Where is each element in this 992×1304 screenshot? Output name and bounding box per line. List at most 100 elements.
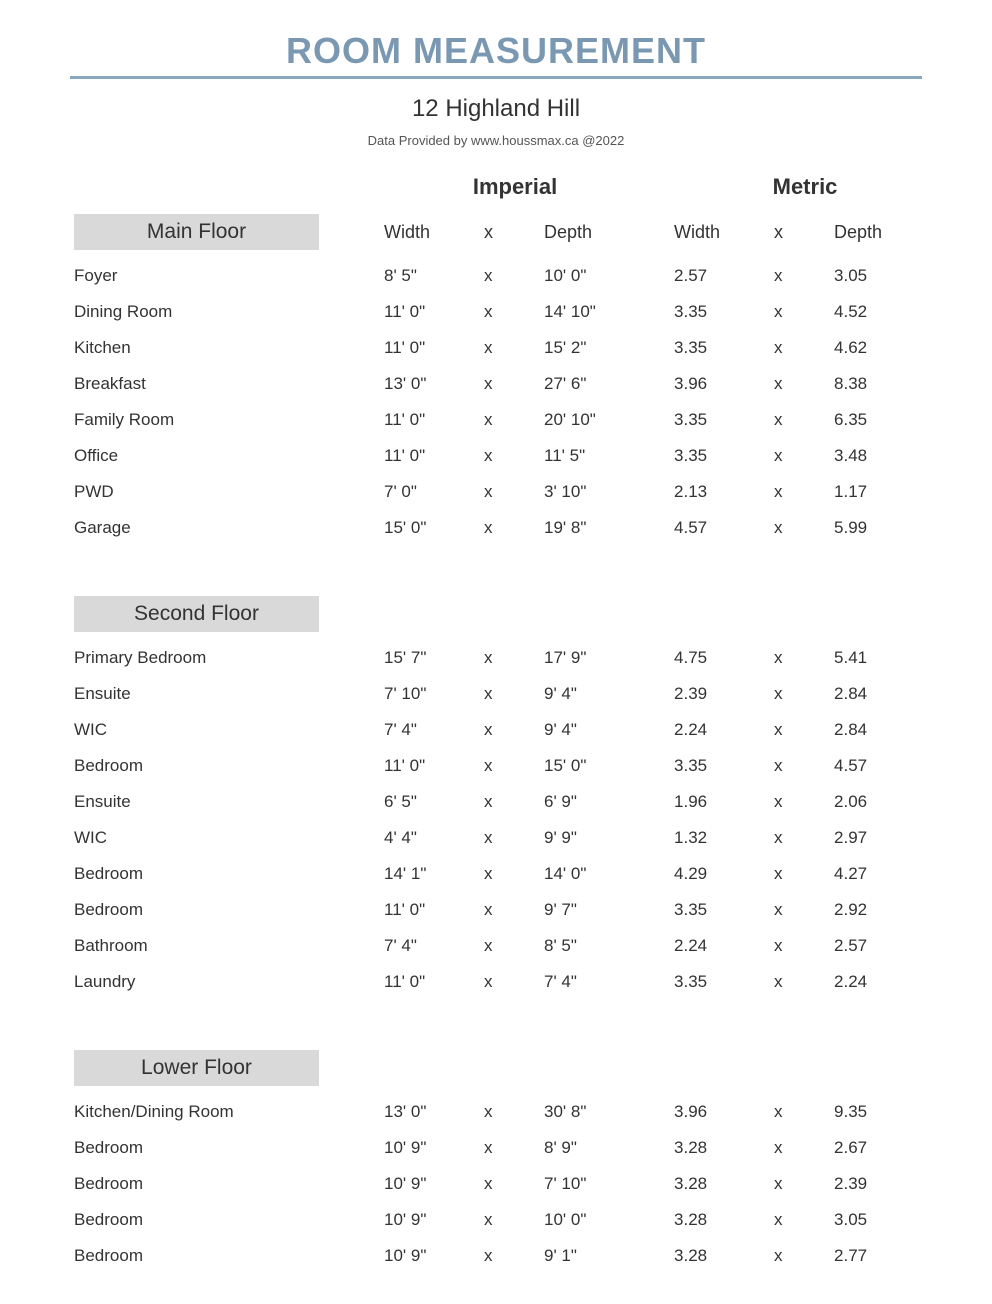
metric-depth: 2.24	[830, 964, 940, 1000]
metric-width: 3.96	[670, 1094, 770, 1130]
metric-depth: 5.41	[830, 640, 940, 676]
imperial-width: 11' 0"	[380, 748, 480, 784]
page-title: ROOM MEASUREMENT	[70, 30, 922, 72]
imperial-depth: 30' 8"	[540, 1094, 650, 1130]
imperial-depth: 7' 10"	[540, 1166, 650, 1202]
imperial-depth: 11' 5"	[540, 438, 650, 474]
metric-depth: 2.39	[830, 1166, 940, 1202]
x-separator: x	[770, 366, 830, 402]
x-separator: x	[480, 474, 540, 510]
imperial-depth: 8' 9"	[540, 1130, 650, 1166]
table-row: Bedroom11' 0"x9' 7"3.35x2.92	[70, 892, 940, 928]
metric-depth: 3.48	[830, 438, 940, 474]
table-row: Laundry11' 0"x7' 4"3.35x2.24	[70, 964, 940, 1000]
room-name: Ensuite	[70, 784, 380, 820]
table-row: Garage15' 0"x19' 8"4.57x5.99	[70, 510, 940, 546]
metric-width: 3.28	[670, 1238, 770, 1274]
table-row: Bedroom14' 1"x14' 0"4.29x4.27	[70, 856, 940, 892]
imperial-depth: 17' 9"	[540, 640, 650, 676]
table-row: Ensuite6' 5"x6' 9"1.96x2.06	[70, 784, 940, 820]
floor-header: Second Floor	[74, 596, 319, 632]
x-separator: x	[770, 1166, 830, 1202]
metric-width: 3.96	[670, 366, 770, 402]
metric-depth: 5.99	[830, 510, 940, 546]
room-name: Kitchen/Dining Room	[70, 1094, 380, 1130]
table-row: Bedroom10' 9"x9' 1"3.28x2.77	[70, 1238, 940, 1274]
imperial-width: 11' 0"	[380, 438, 480, 474]
x-separator: x	[480, 892, 540, 928]
x-separator: x	[480, 258, 540, 294]
metric-header: Metric	[670, 166, 940, 206]
x-separator: x	[480, 330, 540, 366]
x-separator: x	[770, 712, 830, 748]
room-name: Primary Bedroom	[70, 640, 380, 676]
x-separator: x	[770, 928, 830, 964]
table-row: Bedroom11' 0"x15' 0"3.35x4.57	[70, 748, 940, 784]
x-separator: x	[770, 820, 830, 856]
imperial-depth: 7' 4"	[540, 964, 650, 1000]
provider: Data Provided by www.houssmax.ca @2022	[70, 133, 922, 148]
col-depth-metric: Depth	[830, 206, 940, 258]
metric-width: 4.57	[670, 510, 770, 546]
x-separator: x	[770, 258, 830, 294]
metric-width: 3.35	[670, 964, 770, 1000]
room-name: Breakfast	[70, 366, 380, 402]
metric-depth: 2.92	[830, 892, 940, 928]
imperial-depth: 15' 0"	[540, 748, 650, 784]
table-row: Office11' 0"x11' 5"3.35x3.48	[70, 438, 940, 474]
room-name: Bedroom	[70, 1238, 380, 1274]
metric-depth: 2.84	[830, 712, 940, 748]
x-separator: x	[770, 676, 830, 712]
room-name: Kitchen	[70, 330, 380, 366]
address: 12 Highland Hill	[70, 95, 922, 123]
imperial-width: 15' 0"	[380, 510, 480, 546]
table-row: Kitchen11' 0"x15' 2"3.35x4.62	[70, 330, 940, 366]
metric-width: 2.24	[670, 928, 770, 964]
x-separator: x	[480, 1094, 540, 1130]
x-separator: x	[770, 856, 830, 892]
imperial-width: 11' 0"	[380, 964, 480, 1000]
imperial-depth: 8' 5"	[540, 928, 650, 964]
imperial-width: 4' 4"	[380, 820, 480, 856]
x-separator: x	[480, 640, 540, 676]
room-name: Bedroom	[70, 1202, 380, 1238]
x-separator: x	[480, 712, 540, 748]
metric-width: 4.29	[670, 856, 770, 892]
unit-header-row: ImperialMetric	[70, 166, 940, 206]
room-name: Bedroom	[70, 892, 380, 928]
imperial-depth: 19' 8"	[540, 510, 650, 546]
measurements-table: ImperialMetricMain FloorWidthxDepthWidth…	[70, 166, 940, 1274]
section-gap	[70, 1000, 940, 1042]
section-header-row: Second Floor	[70, 588, 940, 640]
imperial-width: 15' 7"	[380, 640, 480, 676]
metric-depth: 2.57	[830, 928, 940, 964]
imperial-depth: 14' 10"	[540, 294, 650, 330]
room-name: Dining Room	[70, 294, 380, 330]
col-depth-imperial: Depth	[540, 206, 650, 258]
metric-width: 3.35	[670, 892, 770, 928]
x-separator: x	[480, 820, 540, 856]
table-row: Foyer8' 5"x10' 0"2.57x3.05	[70, 258, 940, 294]
imperial-width: 13' 0"	[380, 1094, 480, 1130]
imperial-width: 11' 0"	[380, 294, 480, 330]
metric-depth: 2.84	[830, 676, 940, 712]
metric-depth: 8.38	[830, 366, 940, 402]
x-separator: x	[770, 964, 830, 1000]
x-separator: x	[480, 438, 540, 474]
imperial-width: 10' 9"	[380, 1238, 480, 1274]
x-separator: x	[480, 1238, 540, 1274]
x-separator: x	[480, 748, 540, 784]
metric-width: 3.35	[670, 402, 770, 438]
imperial-depth: 10' 0"	[540, 1202, 650, 1238]
metric-depth: 4.27	[830, 856, 940, 892]
x-separator: x	[480, 928, 540, 964]
metric-width: 1.96	[670, 784, 770, 820]
imperial-width: 7' 10"	[380, 676, 480, 712]
x-separator: x	[480, 676, 540, 712]
table-row: Ensuite7' 10"x9' 4"2.39x2.84	[70, 676, 940, 712]
imperial-depth: 14' 0"	[540, 856, 650, 892]
imperial-depth: 9' 4"	[540, 676, 650, 712]
metric-depth: 2.77	[830, 1238, 940, 1274]
col-x-metric: x	[770, 206, 830, 258]
room-name: Garage	[70, 510, 380, 546]
